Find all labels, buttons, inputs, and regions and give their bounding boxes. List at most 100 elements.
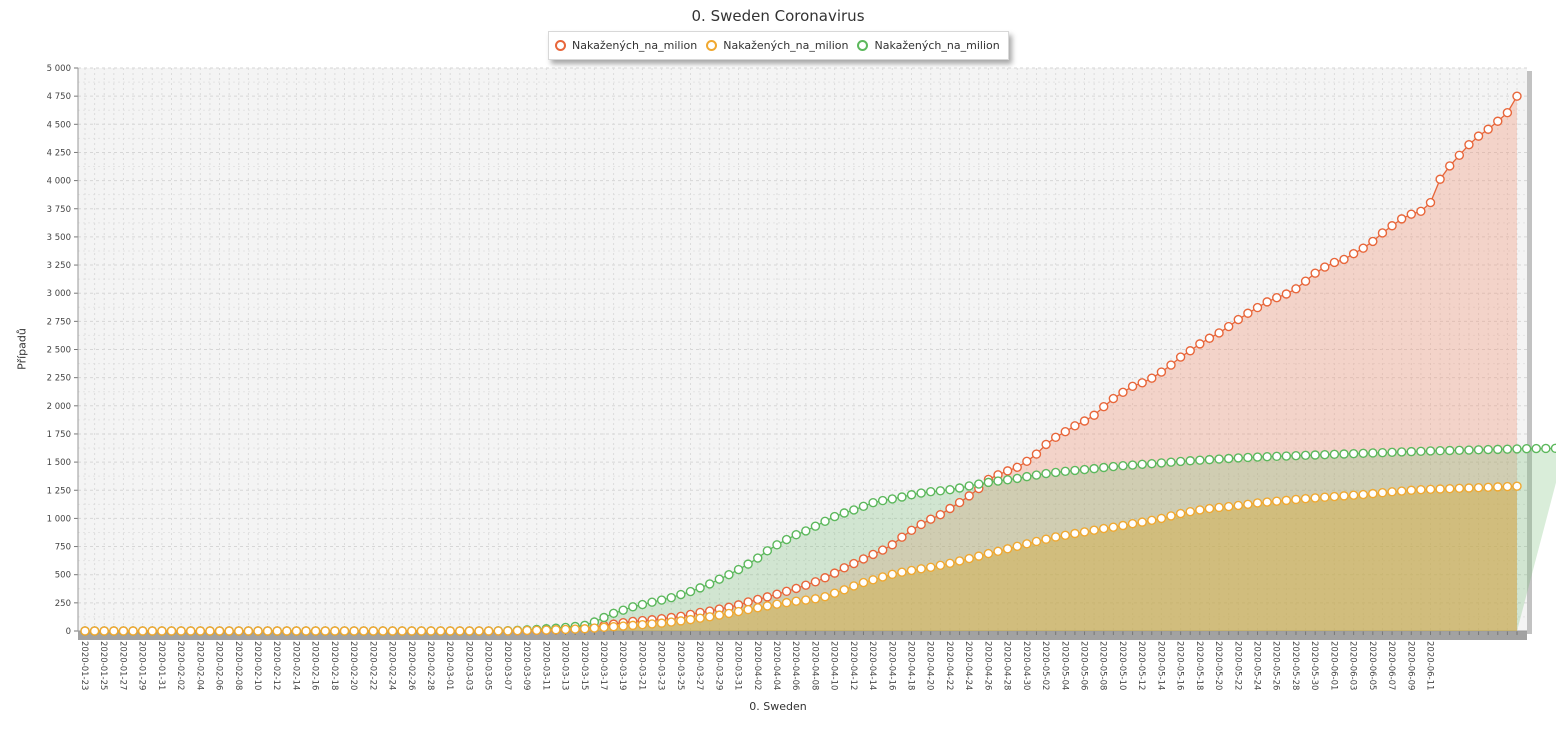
series-2-point: [532, 625, 542, 636]
series-2-point: [1425, 484, 1436, 495]
x-tick-label: 2020-04-26: [982, 641, 992, 690]
legend-marker-1: [555, 40, 566, 51]
series-1-point: [1166, 360, 1176, 370]
series-3-point: [1339, 449, 1349, 459]
series-3-point: [656, 595, 667, 605]
x-tick-label: 2020-04-04: [771, 641, 781, 690]
series-2-point: [1099, 523, 1109, 534]
series-1-point: [1425, 197, 1436, 208]
legend-item-1[interactable]: Nakažených_na_milion: [555, 39, 697, 52]
series-3-point: [743, 559, 753, 569]
x-tick-label: 2020-03-31: [733, 641, 743, 690]
series-2-point: [628, 620, 638, 631]
x-axis-shadow: [78, 631, 1527, 640]
series-3-point: [1089, 463, 1099, 474]
series-3-point: [1204, 454, 1215, 465]
legend-item-2[interactable]: Nakažených_na_milion: [706, 39, 848, 52]
series-2-point: [407, 626, 417, 636]
series-2-point: [964, 553, 974, 564]
series-2-point: [1204, 503, 1215, 514]
series-3-area: [85, 448, 1556, 631]
series-1-point: [1348, 248, 1359, 259]
series-2-point: [493, 626, 503, 636]
x-tick-label: 2020-05-10: [1117, 641, 1127, 690]
series-2-point: [522, 625, 532, 636]
series-2-point: [810, 594, 821, 604]
series-2-point: [416, 626, 427, 636]
series-3-point: [1483, 444, 1493, 455]
series-2-point: [1214, 502, 1224, 513]
series-1-point: [1002, 466, 1013, 476]
series-3-point: [926, 487, 936, 497]
x-tick-label: 2020-01-29: [137, 641, 147, 690]
series-3-point: [1214, 454, 1224, 464]
series-2-point: [935, 560, 946, 571]
series-2-point: [906, 565, 917, 576]
series-2-point: [1464, 483, 1474, 493]
series-1-point: [1339, 254, 1349, 265]
series-2-point: [147, 626, 157, 636]
x-tick-label: 2020-05-26: [1271, 641, 1281, 690]
series-2-point: [1166, 511, 1176, 521]
y-tick-label: 2 500: [47, 346, 71, 356]
series-3-point: [618, 605, 628, 615]
series-2-point: [368, 626, 379, 636]
series-1-point: [954, 497, 965, 508]
series-2-point: [166, 626, 177, 636]
x-tick-label: 2020-05-30: [1309, 641, 1319, 690]
series-3-point: [1521, 444, 1532, 454]
series-2-point: [1002, 544, 1013, 554]
series-2-point: [1252, 498, 1263, 508]
series-2-point: [926, 562, 936, 572]
x-tick-label: 2020-04-08: [809, 641, 819, 690]
y-tick-label: 1 250: [47, 486, 71, 496]
series-2-point: [137, 626, 148, 636]
series-3-point: [608, 608, 619, 619]
series-1-point: [1493, 116, 1503, 126]
series-2-point: [483, 626, 494, 636]
series-1-point: [1281, 289, 1292, 299]
series-2-point: [1473, 482, 1484, 493]
series-2-point: [1493, 482, 1503, 492]
x-tick-label: 2020-05-28: [1290, 641, 1300, 690]
series-3-point: [983, 477, 994, 488]
y-tick-label: 1 000: [47, 514, 71, 524]
series-3-point: [1512, 444, 1522, 454]
series-2-point: [666, 617, 676, 627]
x-tick-label: 2020-01-31: [156, 641, 166, 690]
x-tick-label: 2020-03-27: [694, 641, 704, 690]
series-1-point: [858, 554, 869, 564]
series-2-point: [1127, 518, 1138, 529]
series-2-point: [512, 625, 523, 636]
series-1-point: [1195, 339, 1205, 349]
series-2-point: [339, 626, 350, 636]
x-tick-label: 2020-01-23: [79, 641, 89, 690]
series-2-point: [272, 626, 282, 636]
series-2-point: [1416, 484, 1426, 495]
series-3-point: [1012, 473, 1022, 484]
series-2-point: [1300, 494, 1311, 504]
series-2-point: [1445, 483, 1455, 494]
series-2-point: [705, 612, 715, 622]
series-3-point: [1127, 460, 1138, 470]
legend-item-3[interactable]: Nakažených_na_milion: [857, 39, 1000, 52]
y-tick-label: 3 000: [47, 289, 71, 299]
series-3-point: [1473, 445, 1484, 455]
series-2-point: [99, 626, 109, 636]
series-1-point: [820, 573, 830, 583]
series-2-point: [541, 625, 552, 635]
series-3-point: [877, 495, 888, 506]
x-tick-label: 2020-02-10: [252, 641, 262, 690]
chart-title: 0. Sweden Coronavirus: [691, 7, 865, 25]
series-3-point: [1108, 461, 1119, 472]
series-2-point: [1310, 493, 1320, 503]
series-2-point: [974, 551, 984, 561]
series-2-point: [1175, 508, 1186, 519]
legend-label-2: Nakažených_na_milion: [723, 39, 849, 52]
series-3-point: [705, 579, 715, 589]
x-tick-label: 2020-03-11: [540, 641, 550, 690]
series-2-point: [887, 569, 897, 580]
series-3-point: [791, 530, 801, 540]
series-1-point: [849, 558, 859, 569]
